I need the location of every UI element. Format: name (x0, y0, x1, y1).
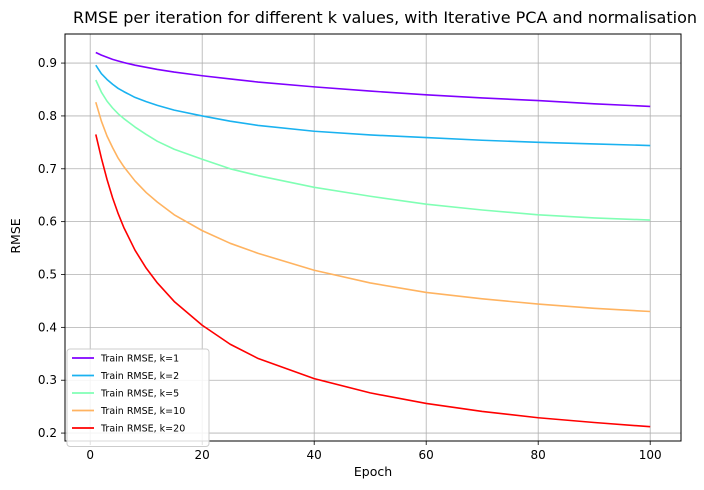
axis-ticks: 0 20 40 60 80 100 0.2 0.3 0.4 0.5 0.6 0.7 0.8 0.9 (38, 56, 662, 462)
legend-label: Train RMSE, k=10 (100, 406, 185, 417)
series-lines (95, 51, 651, 428)
series-line (95, 64, 651, 147)
legend-label: Train RMSE, k=1 (100, 354, 179, 365)
legend: Train RMSE, k=1 Train RMSE, k=2 Train RMSE… (66, 348, 210, 447)
x-axis-label: Epoch (354, 464, 392, 479)
series-line (95, 101, 651, 313)
y-tick-label: 0.4 (38, 320, 57, 334)
legend-label: Train RMSE, k=5 (100, 389, 179, 400)
legend-label: Train RMSE, k=20 (100, 424, 185, 435)
y-tick-label: 0.7 (38, 162, 57, 176)
y-tick-label: 0.2 (38, 426, 57, 440)
series-line (95, 51, 651, 108)
chart-title: RMSE per iteration for different k value… (73, 8, 697, 27)
legend-label: Train RMSE, k=2 (100, 371, 179, 382)
y-tick-label: 0.6 (38, 215, 57, 229)
y-tick-label: 0.3 (38, 373, 57, 387)
plot-area-frame (64, 33, 682, 442)
x-tick-label: 80 (531, 448, 546, 462)
y-tick-label: 0.8 (38, 109, 57, 123)
legend-box (66, 348, 210, 447)
x-tick-label: 40 (307, 448, 322, 462)
x-tick-label: 100 (639, 448, 662, 462)
grid-lines (65, 34, 681, 441)
x-tick-label: 0 (86, 448, 94, 462)
x-tick-label: 20 (195, 448, 210, 462)
y-tick-label: 0.5 (38, 268, 57, 282)
x-tick-label: 60 (419, 448, 434, 462)
series-line (95, 79, 651, 221)
series-line (95, 134, 651, 428)
y-axis-label: RMSE (8, 218, 23, 253)
y-tick-label: 0.9 (38, 56, 57, 70)
